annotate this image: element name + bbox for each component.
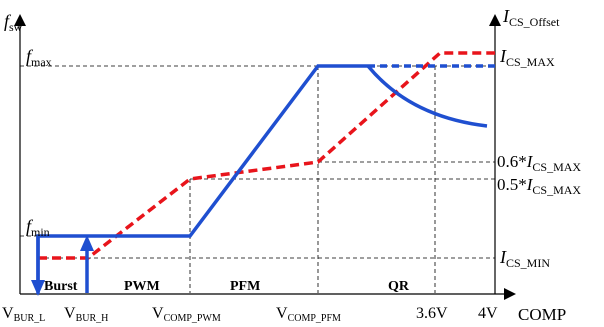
region-label-qr: QR [388,279,410,294]
fsw-curve [36,64,495,294]
burst-arrows [31,235,94,296]
fsw-qr-decay-path [366,64,488,128]
x-tick-vbur-h: VBUR_H [64,305,108,324]
x-axis-label: COMP [518,305,566,324]
ics-min-label: ICS_MIN [499,247,550,270]
fmax-label: fmax [26,46,52,69]
x-tick-3-6v: 3.6V [416,305,448,322]
region-label-burst: Burst [44,279,78,294]
x-tick-vcomp-pfm: VCOMP_PFM [276,305,341,324]
half-ics-max-label: 0.5*ICS_MAX [497,175,581,197]
x-tick-vbur-l: VBUR_L [2,305,45,324]
six-tenth-ics-max-label: 0.6*ICS_MAX [497,152,581,174]
x-tick-vcomp-pwm: VCOMP_PWM [152,305,221,324]
burst-down-arrow-head [31,280,45,296]
region-label-pwm: PWM [124,279,160,294]
ics-max-label: ICS_MAX [499,46,555,69]
ics-offset-axis-label: ICS_Offset [502,6,560,29]
fsw-axis-label: fsw [4,11,23,34]
burst-up-arrow-head [80,235,94,251]
region-label-pfm: PFM [230,279,260,294]
ics-curve-path [38,51,495,260]
guide-lines [20,65,495,293]
x-tick-4v: 4V [478,305,498,322]
ics-offset-curve [38,51,495,260]
fmin-label: fmin [26,216,50,239]
